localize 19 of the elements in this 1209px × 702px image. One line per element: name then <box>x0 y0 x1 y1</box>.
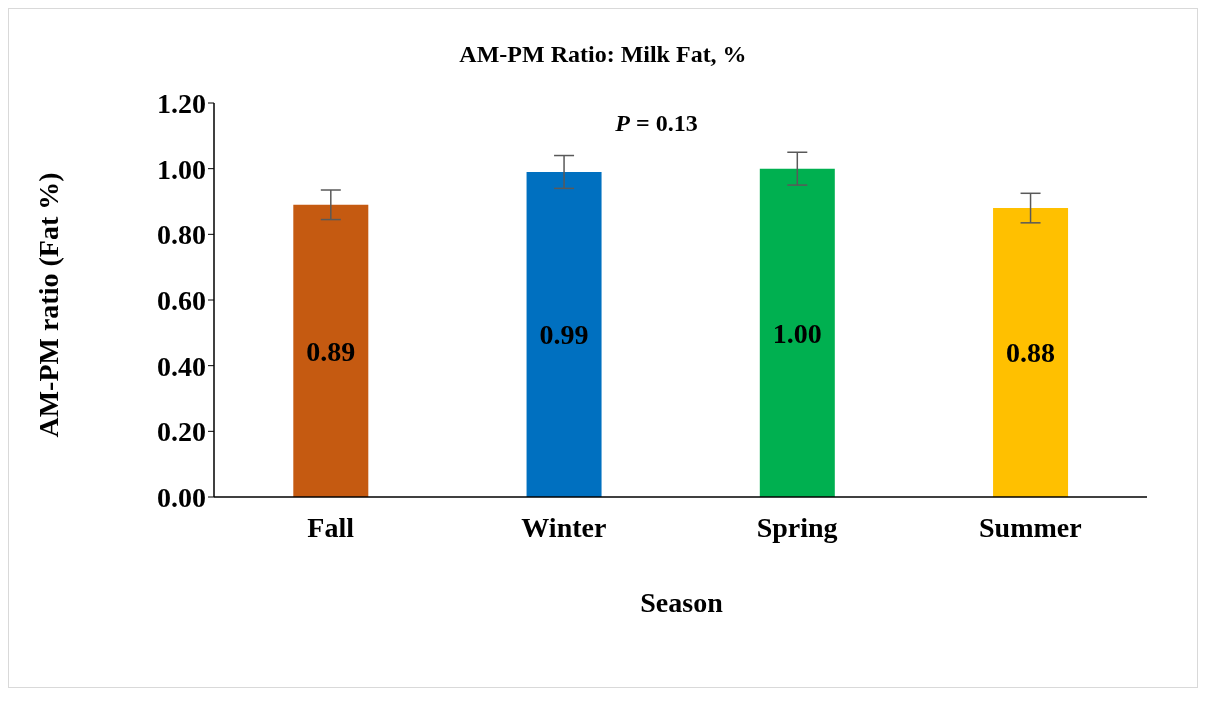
y-tick-label: 0.20 <box>157 416 206 448</box>
y-tick-label: 0.00 <box>157 481 206 513</box>
x-tick-label: Fall <box>307 511 355 543</box>
x-tick-label: Summer <box>979 511 1082 543</box>
y-axis-title: AM-PM ratio (Fat %) <box>33 172 65 438</box>
x-tick-label: Spring <box>756 511 838 543</box>
annotation: P = 0.13 <box>614 110 698 136</box>
data-label: 0.99 <box>539 319 589 351</box>
chart-title: AM-PM Ratio: Milk Fat, % <box>458 41 748 68</box>
y-tick-label: 1.20 <box>157 87 206 119</box>
y-tick-label: 0.40 <box>157 350 206 382</box>
y-tick-label: 0.60 <box>157 284 206 316</box>
y-tick-label: 0.80 <box>157 219 206 251</box>
data-label: 0.88 <box>1006 337 1056 369</box>
data-label: 0.89 <box>306 335 356 367</box>
x-axis-title: Season <box>639 587 724 619</box>
y-tick-label: 1.00 <box>157 153 206 185</box>
x-tick-label: Winter <box>521 511 607 543</box>
data-label: 1.00 <box>772 317 822 349</box>
